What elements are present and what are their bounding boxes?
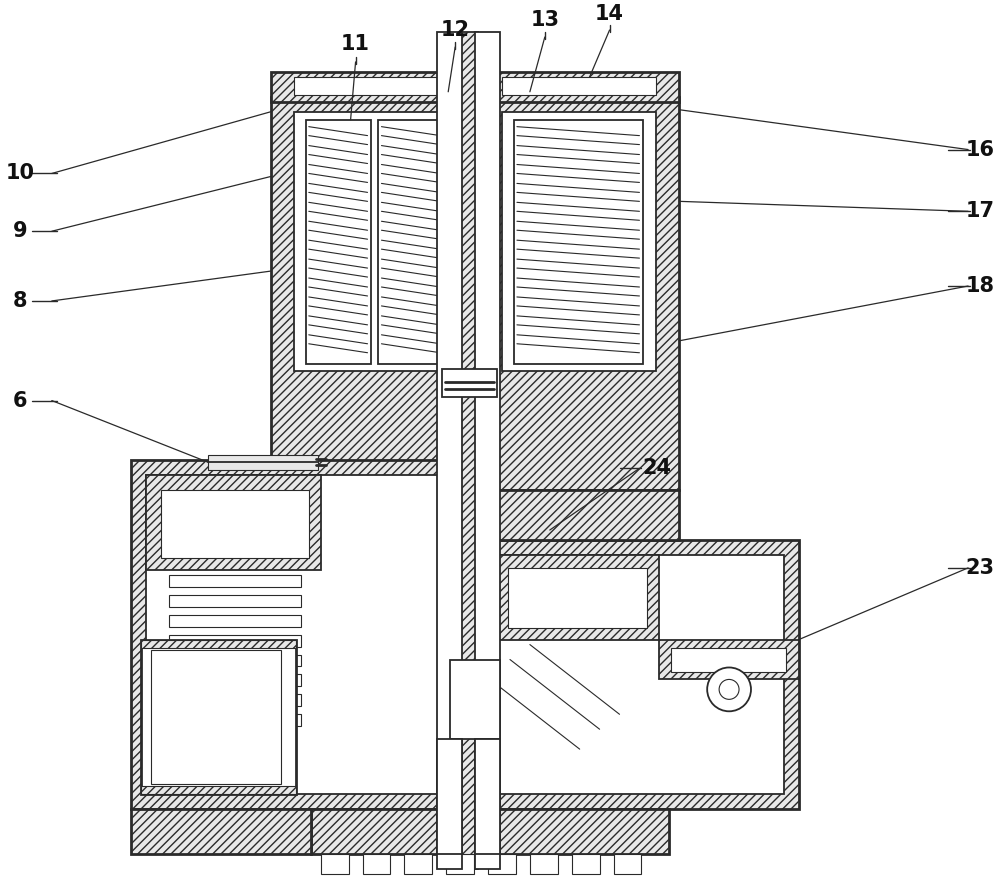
Bar (614, 854, 641, 873)
Bar (450, 659, 500, 739)
Text: 6: 6 (13, 391, 27, 410)
Bar (404, 854, 432, 873)
Text: 8: 8 (13, 291, 27, 311)
Bar (169, 595, 301, 606)
Polygon shape (480, 96, 679, 491)
Bar (169, 714, 301, 727)
Bar (169, 654, 301, 667)
Text: 9: 9 (13, 221, 27, 241)
Text: 23: 23 (966, 558, 995, 578)
Bar (169, 575, 301, 587)
Bar (141, 640, 296, 794)
Bar (437, 32, 462, 869)
Bar (378, 119, 443, 363)
Bar (671, 648, 786, 673)
Polygon shape (311, 809, 669, 854)
Bar (306, 119, 371, 363)
Bar (530, 854, 558, 873)
Polygon shape (141, 786, 296, 794)
Bar (446, 854, 474, 873)
Bar (508, 568, 647, 628)
Polygon shape (271, 96, 480, 491)
Text: 14: 14 (595, 4, 624, 24)
Bar (502, 111, 656, 370)
Text: 12: 12 (441, 20, 470, 40)
Text: 17: 17 (966, 202, 995, 221)
Bar (271, 72, 480, 102)
Bar (294, 77, 457, 95)
Text: 18: 18 (966, 276, 995, 296)
Polygon shape (480, 540, 799, 809)
Text: 16: 16 (966, 140, 995, 159)
Bar (437, 739, 462, 854)
Circle shape (719, 680, 739, 699)
Bar (495, 555, 784, 794)
Bar (514, 119, 643, 363)
Bar (442, 369, 497, 397)
Polygon shape (131, 461, 480, 809)
Polygon shape (659, 640, 799, 680)
Bar (161, 491, 309, 558)
Text: 24: 24 (643, 458, 672, 478)
Bar (363, 854, 390, 873)
Bar (321, 854, 349, 873)
Text: 11: 11 (341, 34, 370, 54)
Bar (502, 77, 656, 95)
Text: 13: 13 (530, 10, 559, 30)
Bar (475, 32, 500, 869)
Bar (208, 455, 318, 470)
Bar (151, 650, 281, 784)
Polygon shape (131, 809, 311, 854)
Bar (169, 614, 301, 627)
Bar (475, 739, 500, 854)
Bar (169, 694, 301, 706)
Polygon shape (146, 476, 465, 794)
Bar (294, 111, 457, 370)
Circle shape (707, 667, 751, 712)
Bar (488, 854, 516, 873)
Bar (169, 674, 301, 686)
Bar (169, 635, 301, 646)
Polygon shape (146, 476, 321, 570)
Polygon shape (495, 555, 659, 640)
Polygon shape (271, 491, 679, 540)
Polygon shape (460, 32, 478, 869)
Polygon shape (141, 640, 296, 648)
Text: 10: 10 (5, 164, 34, 184)
Bar (480, 72, 679, 102)
Bar (572, 854, 600, 873)
